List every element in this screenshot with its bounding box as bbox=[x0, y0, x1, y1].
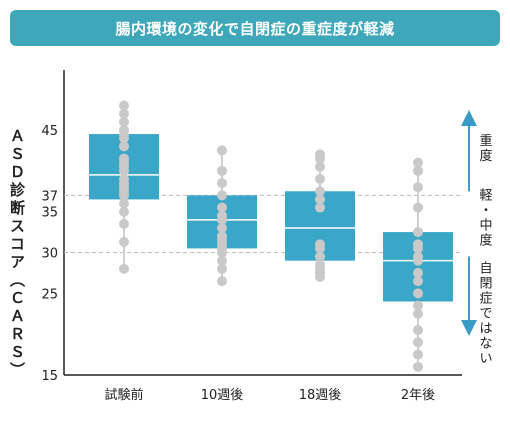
data-point bbox=[315, 186, 325, 197]
data-point bbox=[413, 276, 423, 287]
data-point bbox=[413, 325, 423, 336]
data-point bbox=[315, 174, 325, 184]
data-point bbox=[119, 108, 129, 119]
data-point bbox=[315, 161, 325, 172]
data-point bbox=[315, 149, 325, 160]
data-point bbox=[119, 125, 129, 135]
data-point bbox=[119, 263, 129, 274]
data-point bbox=[119, 116, 129, 127]
data-point bbox=[217, 178, 227, 189]
data-point bbox=[217, 190, 227, 201]
y-axis-label: ＡＳＤ診断スコア（ＣＡＲＳ） bbox=[8, 128, 26, 380]
y-tick-label: 37 bbox=[41, 189, 58, 204]
data-point bbox=[315, 194, 325, 205]
side-label: 自閉症ではない bbox=[479, 262, 492, 367]
data-point bbox=[413, 227, 423, 238]
data-point bbox=[413, 157, 423, 168]
chart-title: 腸内環境の変化で自閉症の重症度が軽減 bbox=[115, 19, 395, 38]
data-point bbox=[217, 263, 227, 274]
data-point bbox=[315, 239, 325, 250]
x-category-label: 試験前 bbox=[104, 387, 143, 403]
data-point bbox=[413, 349, 423, 360]
data-point bbox=[217, 276, 227, 287]
data-point bbox=[413, 337, 423, 348]
y-tick-label: 35 bbox=[41, 206, 58, 221]
data-point bbox=[119, 236, 129, 247]
data-point bbox=[413, 165, 423, 176]
data-point bbox=[413, 288, 423, 299]
data-point bbox=[119, 174, 129, 184]
data-point bbox=[119, 198, 129, 209]
data-point bbox=[217, 231, 227, 242]
data-point bbox=[413, 182, 423, 193]
title-bar: 腸内環境の変化で自閉症の重症度が軽減 bbox=[10, 10, 500, 46]
data-point bbox=[217, 223, 227, 233]
data-point bbox=[413, 300, 423, 311]
data-point bbox=[119, 218, 129, 229]
data-point bbox=[413, 308, 423, 319]
y-tick-label: 30 bbox=[41, 247, 58, 262]
data-point bbox=[413, 267, 423, 278]
y-tick-label: 25 bbox=[41, 287, 58, 302]
side-label: 軽・中度 bbox=[479, 188, 492, 248]
side-label: 重度 bbox=[479, 133, 492, 164]
data-point bbox=[315, 202, 325, 213]
data-point bbox=[119, 206, 129, 217]
data-point bbox=[315, 259, 325, 270]
data-point bbox=[413, 202, 423, 213]
x-category-label: 18週後 bbox=[299, 388, 342, 403]
data-point bbox=[315, 251, 325, 262]
data-point bbox=[217, 255, 227, 266]
data-point bbox=[217, 145, 227, 156]
data-point bbox=[413, 361, 423, 372]
y-tick-label: 45 bbox=[41, 124, 58, 139]
data-point bbox=[217, 202, 227, 213]
x-category-label: 2年後 bbox=[401, 388, 435, 403]
data-point bbox=[119, 100, 129, 111]
x-category-label: 10週後 bbox=[201, 388, 244, 403]
data-point bbox=[413, 239, 423, 250]
y-tick-label: 15 bbox=[41, 369, 58, 384]
data-point bbox=[217, 165, 227, 176]
data-point bbox=[217, 210, 227, 221]
data-point bbox=[119, 153, 129, 164]
data-point bbox=[413, 251, 423, 262]
data-point bbox=[119, 141, 129, 152]
